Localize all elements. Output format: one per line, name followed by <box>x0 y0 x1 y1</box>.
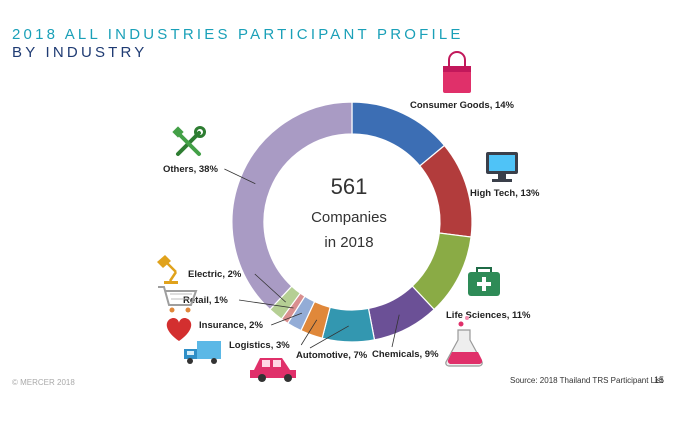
center-label-line2: in 2018 <box>324 234 373 251</box>
center-value: 561 <box>331 174 368 199</box>
slice-label-6: Insurance, 2% <box>199 320 263 331</box>
leader-line-4 <box>309 325 349 349</box>
medical-kit-icon <box>468 267 500 296</box>
copyright-text: © MERCER 2018 <box>12 378 75 387</box>
heart-icon <box>166 317 192 341</box>
leader-line-8 <box>254 273 286 303</box>
slice-label-9: Others, 38% <box>163 164 218 175</box>
tools-icon <box>172 126 206 156</box>
slice-label-5: Logistics, 3% <box>229 340 290 351</box>
slice-label-3: Chemicals, 9% <box>372 349 439 360</box>
leader-lines <box>224 168 400 349</box>
leader-line-3 <box>391 314 400 348</box>
leader-line-6 <box>271 312 303 326</box>
page-number: 15 <box>654 375 665 385</box>
slice-label-8: Electric, 2% <box>188 269 242 280</box>
slice-label-4: Automotive, 7% <box>296 350 368 361</box>
source-note: Source: 2018 Thailand TRS Participant Li… <box>510 376 664 385</box>
lamp-icon <box>157 255 178 284</box>
donut-slice-9 <box>231 101 353 311</box>
leader-line-5 <box>300 319 318 346</box>
donut-slice-1 <box>418 144 473 238</box>
car-icon <box>250 358 296 382</box>
page-title: 2018 ALL INDUSTRIES PARTICIPANT PROFILE <box>12 26 464 43</box>
center-label-line1: Companies <box>311 209 387 226</box>
leader-line-7 <box>238 299 294 309</box>
slice-label-7: Retail, 1% <box>183 295 228 306</box>
monitor-icon <box>486 152 518 182</box>
flask-icon <box>445 316 483 367</box>
shopping-bag-icon <box>443 51 471 93</box>
slice-label-1: High Tech, 13% <box>470 188 540 199</box>
page-subtitle: BY INDUSTRY <box>12 44 148 61</box>
slice-label-0: Consumer Goods, 14% <box>410 100 515 111</box>
shopping-cart-icon <box>158 286 198 313</box>
slice-labels: Consumer Goods, 14% High Tech, 13% Life Sc… <box>163 100 540 361</box>
slice-label-2: Life Sciences, 11% <box>446 310 531 321</box>
leader-line-9 <box>224 168 256 185</box>
truck-icon <box>184 341 221 364</box>
